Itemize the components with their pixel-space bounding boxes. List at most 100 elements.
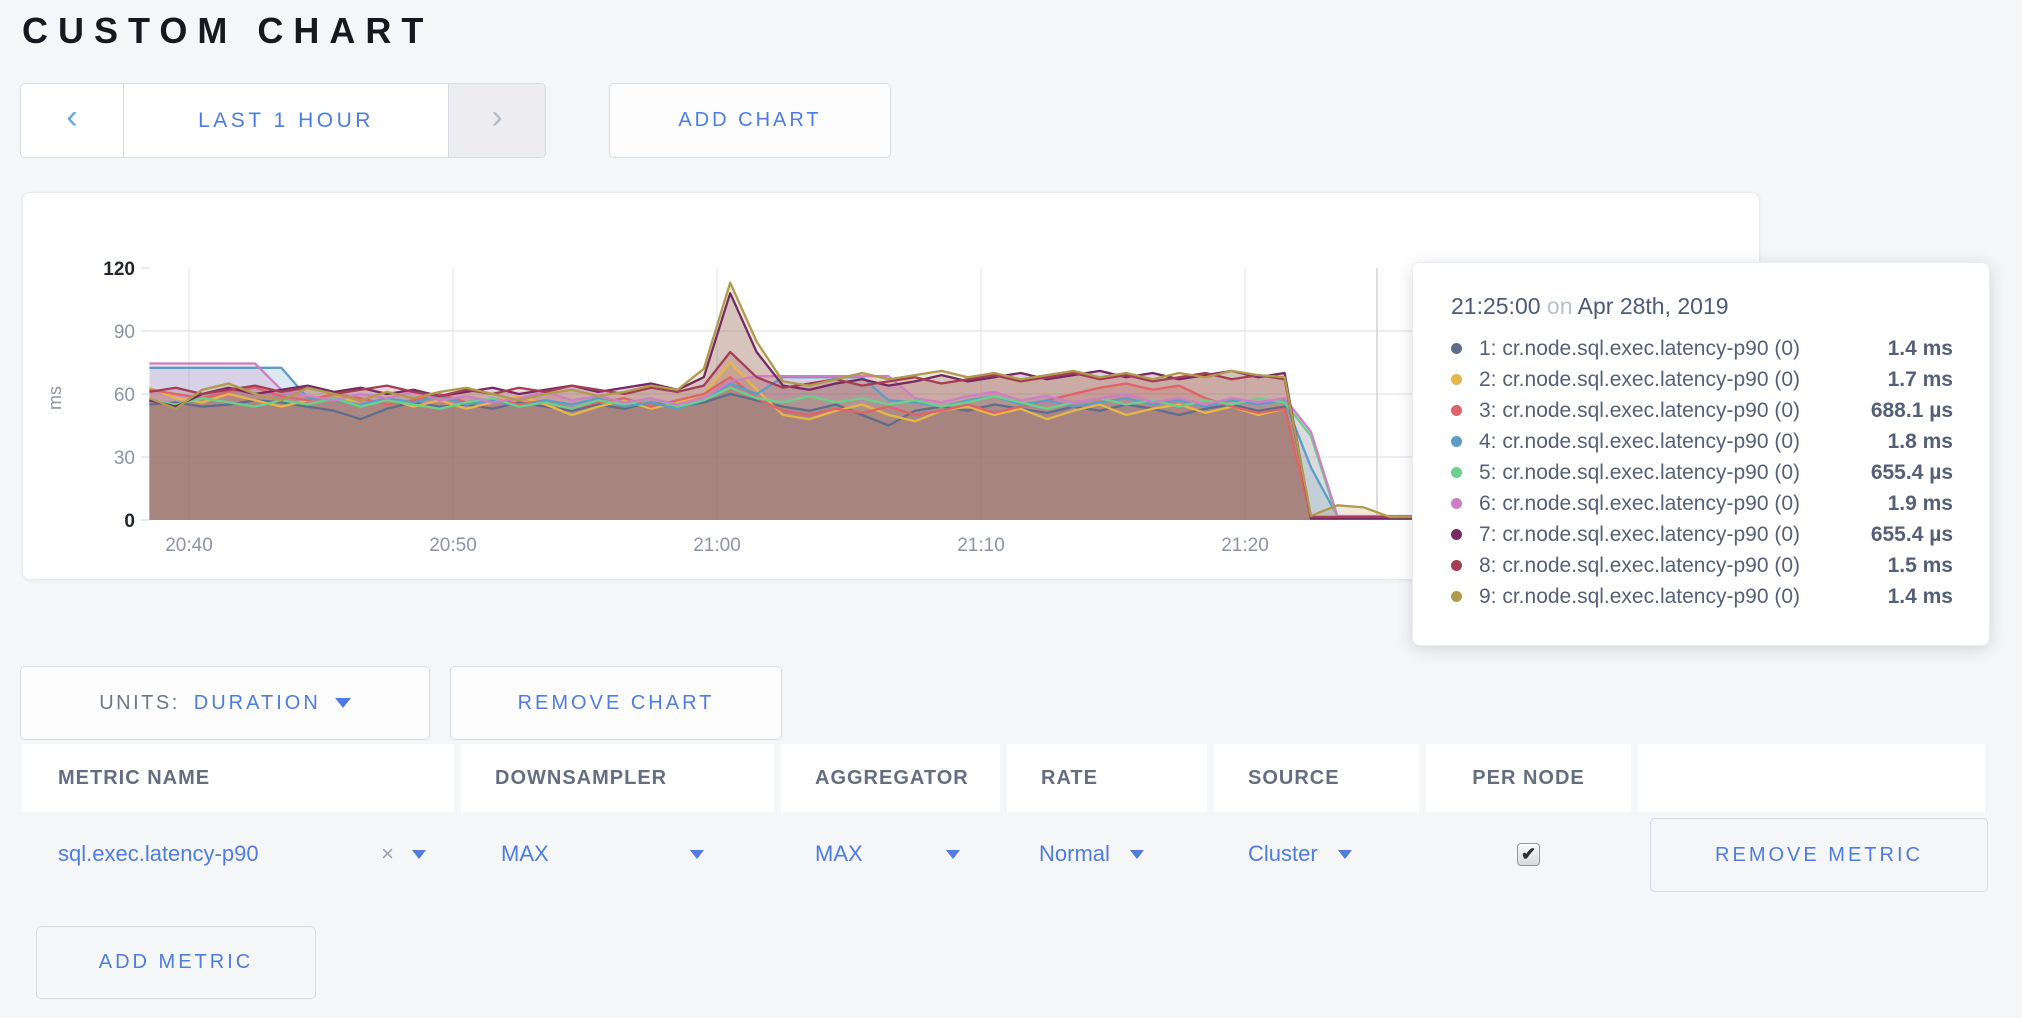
header-metric-name: METRIC NAME <box>22 744 454 812</box>
units-dropdown[interactable]: UNITS: DURATION <box>20 666 430 740</box>
per-node-checkbox[interactable]: ✔ <box>1517 842 1540 866</box>
remove-metric-button[interactable]: REMOVE METRIC <box>1650 818 1988 892</box>
add-metric-button[interactable]: ADD METRIC <box>36 926 316 999</box>
tooltip-date: Apr 28th, 2019 <box>1577 293 1729 319</box>
aggregator-value: MAX <box>815 841 863 866</box>
series-label: 4: cr.node.sql.exec.latency-p90 (0) <box>1479 429 1801 453</box>
header-rate: RATE <box>1007 744 1207 812</box>
caret-down-icon <box>690 849 704 859</box>
series-label: 7: cr.node.sql.exec.latency-p90 (0) <box>1479 522 1801 546</box>
downsampler-value: MAX <box>501 841 549 866</box>
tooltip-legend-row: 6: cr.node.sql.exec.latency-p90 (0) 1.9 m… <box>1451 488 1953 519</box>
chart-card: 0 30 60 90 120 20:40 20:50 21:00 21:10 21:20 ms <box>22 192 1760 580</box>
series-label: 8: cr.node.sql.exec.latency-p90 (0) <box>1479 553 1801 577</box>
tooltip-timestamp: 21:25:00 on Apr 28th, 2019 <box>1451 293 1953 320</box>
check-icon: ✔ <box>1520 843 1537 864</box>
tooltip-legend-row: 8: cr.node.sql.exec.latency-p90 (0) 1.5 m… <box>1451 550 1953 581</box>
series-color-dot <box>1451 436 1462 447</box>
rate-value: Normal <box>1039 841 1110 866</box>
source-dropdown[interactable]: Cluster <box>1214 812 1419 896</box>
series-value: 655.4 µs <box>1870 522 1953 546</box>
series-label: 2: cr.node.sql.exec.latency-p90 (0) <box>1479 367 1801 391</box>
rate-dropdown[interactable]: Normal <box>1007 812 1207 896</box>
series-value: 1.8 ms <box>1887 429 1953 453</box>
per-node-cell: ✔ <box>1426 812 1631 896</box>
series-label: 1: cr.node.sql.exec.latency-p90 (0) <box>1479 336 1801 360</box>
clear-metric-icon[interactable]: × <box>381 841 394 866</box>
series-area-1 <box>149 394 1443 520</box>
time-range-button[interactable]: LAST 1 HOUR <box>124 84 448 157</box>
series-color-dot <box>1451 467 1462 478</box>
series-color-dot <box>1451 529 1462 540</box>
series-value: 655.4 µs <box>1870 460 1953 484</box>
series-value: 1.4 ms <box>1887 336 1953 360</box>
y-axis-label: 0 <box>124 511 135 532</box>
tooltip-legend-row: 3: cr.node.sql.exec.latency-p90 (0) 688.1… <box>1451 395 1953 426</box>
aggregator-dropdown[interactable]: MAX <box>781 812 1000 896</box>
remove-chart-label: REMOVE CHART <box>517 691 715 714</box>
chevron-right-icon: › <box>491 98 503 136</box>
tooltip-legend-row: 2: cr.node.sql.exec.latency-p90 (0) 1.7 m… <box>1451 364 1953 395</box>
series-area-5 <box>149 387 1443 520</box>
caret-down-icon <box>334 698 351 708</box>
time-range-label: LAST 1 HOUR <box>198 108 374 132</box>
add-chart-label: ADD CHART <box>678 109 822 131</box>
series-value: 1.9 ms <box>1887 491 1953 515</box>
header-downsampler: DOWNSAMPLER <box>461 744 774 812</box>
caret-down-icon <box>412 849 426 859</box>
series-value: 1.7 ms <box>1887 367 1953 391</box>
remove-chart-button[interactable]: REMOVE CHART <box>450 666 782 740</box>
y-axis-label: 90 <box>114 322 135 343</box>
tooltip-legend-row: 4: cr.node.sql.exec.latency-p90 (0) 1.8 m… <box>1451 426 1953 457</box>
series-color-dot <box>1451 498 1462 509</box>
series-line-9 <box>148 281 1443 519</box>
header-per-node: PER NODE <box>1426 744 1631 812</box>
header-actions <box>1638 744 1985 812</box>
tooltip-sep: on <box>1540 293 1578 319</box>
downsampler-dropdown[interactable]: MAX <box>461 812 774 896</box>
series-line-5 <box>149 386 1443 520</box>
chevron-left-icon: ‹ <box>66 98 78 136</box>
x-axis-label: 21:00 <box>693 535 741 556</box>
add-chart-button[interactable]: ADD CHART <box>609 83 891 158</box>
header-aggregator: AGGREGATOR <box>781 744 1000 812</box>
caret-down-icon <box>1129 849 1144 859</box>
latency-area-chart[interactable]: 0 30 60 90 120 20:40 20:50 21:00 21:10 21:20 ms <box>23 193 1761 581</box>
series-label: 6: cr.node.sql.exec.latency-p90 (0) <box>1479 491 1801 515</box>
series-line-6 <box>149 362 1443 518</box>
series-color-dot <box>1451 591 1462 602</box>
units-label: UNITS: <box>99 691 180 714</box>
series-line-8 <box>149 350 1443 519</box>
series-label: 5: cr.node.sql.exec.latency-p90 (0) <box>1479 460 1801 484</box>
source-value: Cluster <box>1248 841 1318 866</box>
y-axis-label: 120 <box>103 259 135 280</box>
tooltip-legend-row: 1: cr.node.sql.exec.latency-p90 (0) 1.4 m… <box>1451 333 1953 364</box>
chart-hover-tooltip: 21:25:00 on Apr 28th, 2019 1: cr.node.sq… <box>1412 262 1990 646</box>
caret-down-icon <box>1337 849 1352 859</box>
series-value: 688.1 µs <box>1870 398 1953 422</box>
y-axis-label: 60 <box>114 385 135 406</box>
units-value: DURATION <box>193 691 321 714</box>
series-color-dot <box>1451 560 1462 571</box>
series-area-2 <box>149 362 1443 520</box>
remove-metric-label: REMOVE METRIC <box>1715 843 1923 866</box>
series-color-dot <box>1451 405 1462 416</box>
x-axis-label: 20:50 <box>429 535 477 556</box>
page-title: CUSTOM CHART <box>22 10 434 51</box>
y-axis-label: 30 <box>114 448 135 469</box>
time-prev-button[interactable]: ‹ <box>21 84 124 157</box>
series-value: 1.5 ms <box>1887 553 1953 577</box>
tooltip-time: 21:25:00 <box>1451 293 1541 319</box>
metric-name-dropdown[interactable]: sql.exec.latency-p90 × <box>22 812 454 896</box>
series-label: 9: cr.node.sql.exec.latency-p90 (0) <box>1479 584 1801 608</box>
time-range-selector[interactable]: ‹ LAST 1 HOUR › <box>20 83 546 158</box>
x-axis-label: 21:20 <box>1221 535 1269 556</box>
add-metric-label: ADD METRIC <box>98 951 254 973</box>
metric-name-value: sql.exec.latency-p90 <box>58 841 259 866</box>
x-axis-label: 21:10 <box>957 535 1005 556</box>
time-next-button[interactable]: › <box>448 84 545 157</box>
tooltip-legend-rows: 1: cr.node.sql.exec.latency-p90 (0) 1.4 m… <box>1451 333 1953 612</box>
series-label: 3: cr.node.sql.exec.latency-p90 (0) <box>1479 398 1801 422</box>
y-axis-unit-label: ms <box>45 386 65 410</box>
series-color-dot <box>1451 343 1462 354</box>
